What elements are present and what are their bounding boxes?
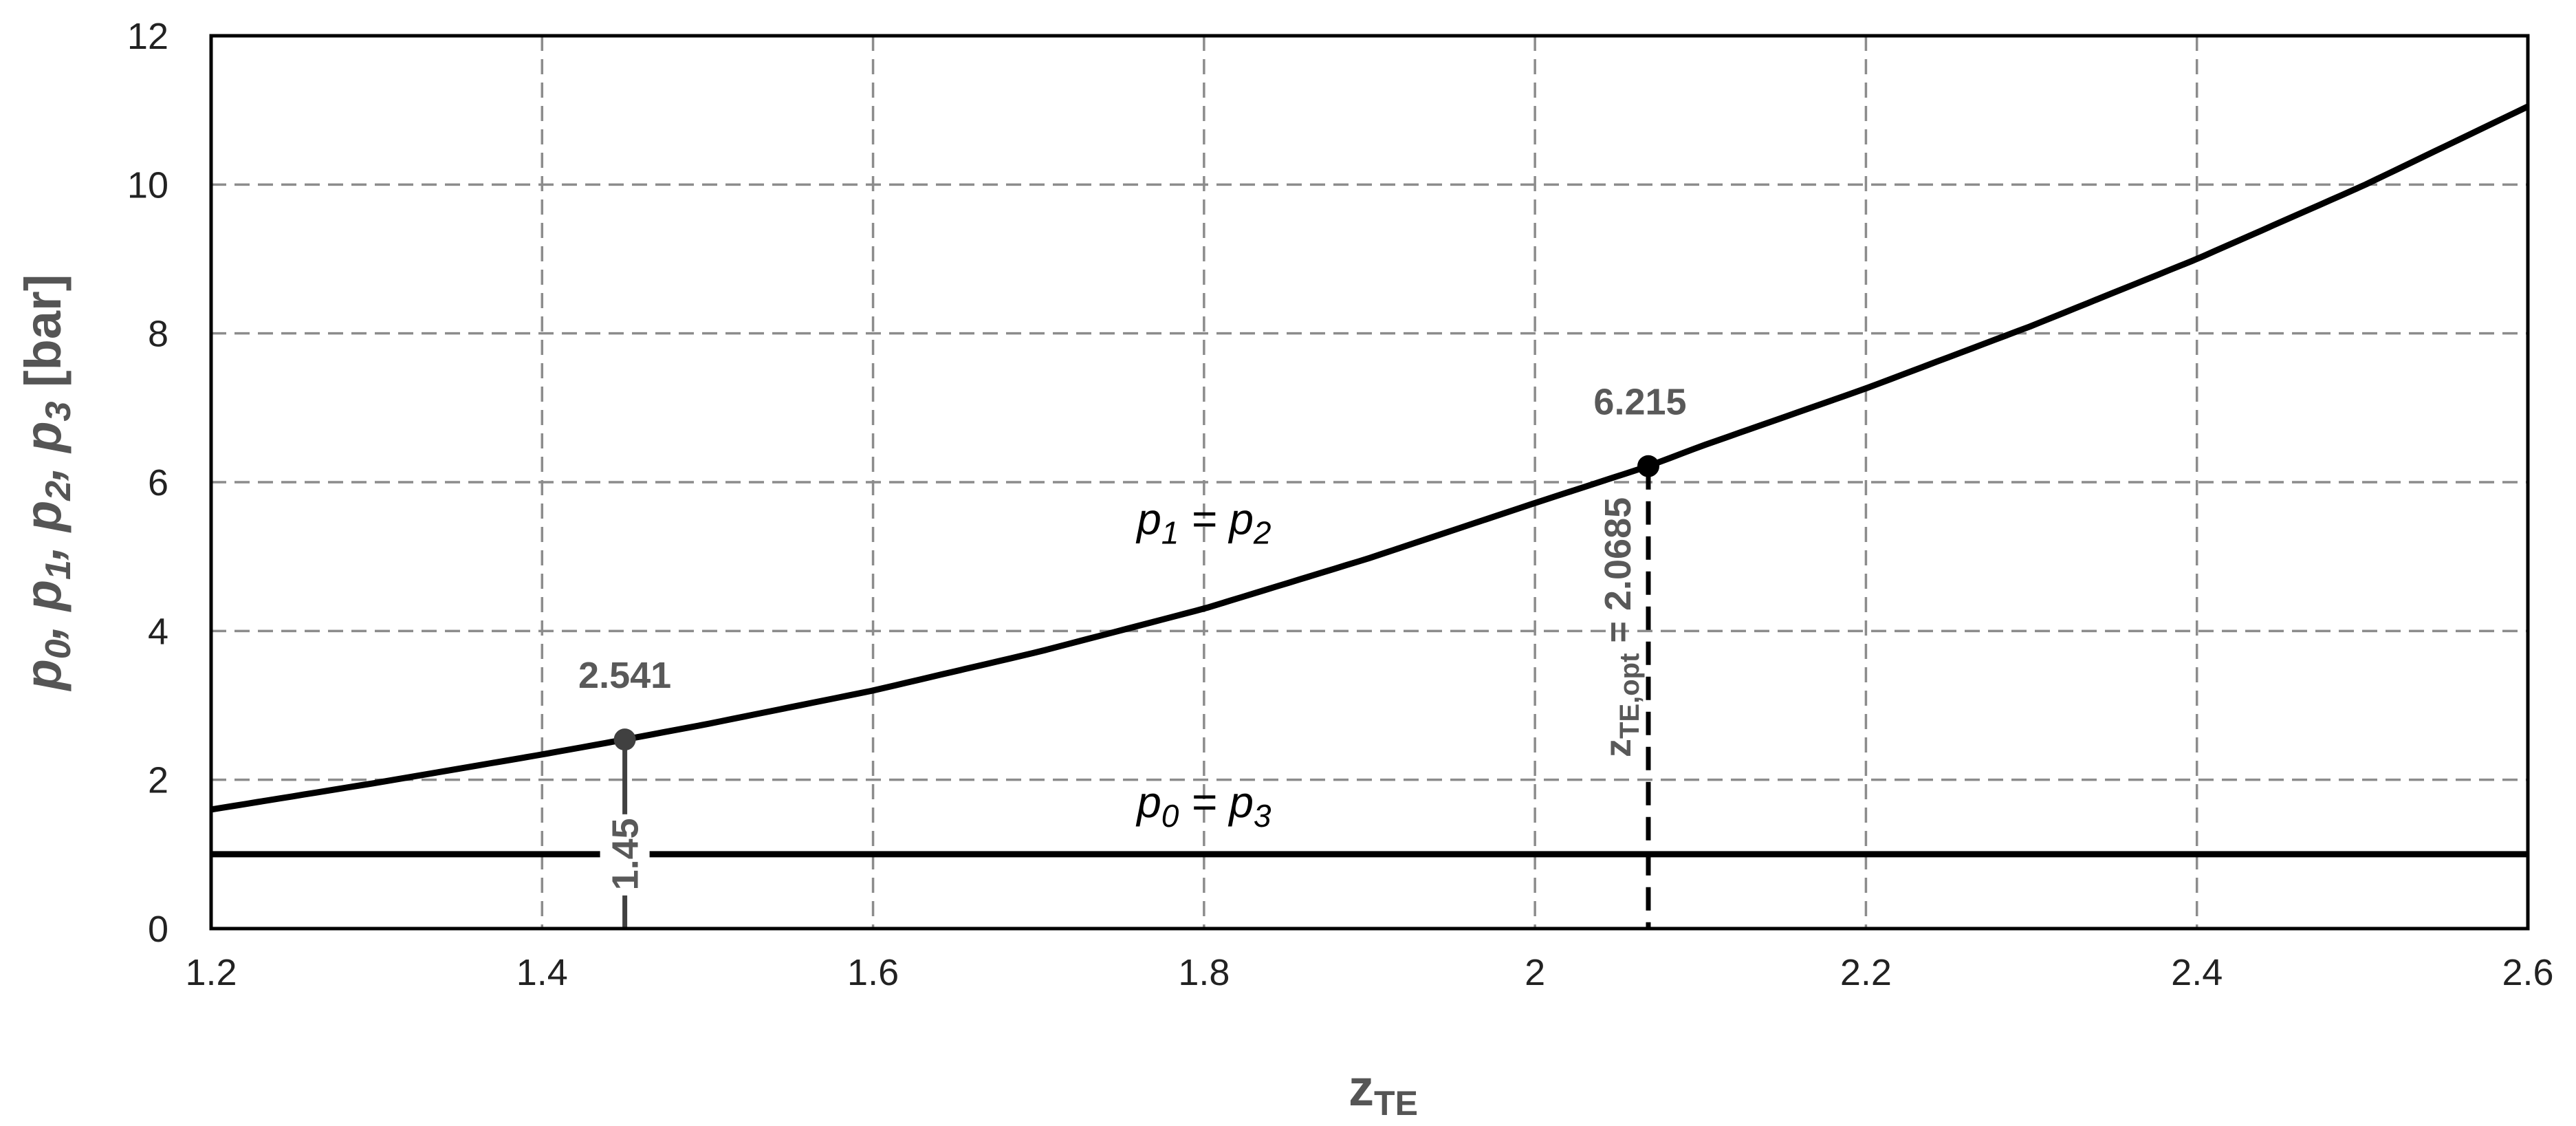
- point-marker-6-215: [1637, 455, 1659, 477]
- x-tick-label: 2.2: [1840, 952, 1892, 993]
- y-tick-label: 8: [148, 314, 168, 355]
- series-p1-p2-line: [210, 103, 2529, 813]
- x-axis-title-sub: TE: [1374, 1084, 1418, 1123]
- y-tick-label: 12: [127, 16, 168, 57]
- annotations: 1.45 2.541 6.215 zTE,opt = 2.0685: [578, 382, 1687, 929]
- drop-label-zte-opt: zTE,opt = 2.0685: [1597, 497, 1645, 757]
- y-tick-label: 6: [148, 462, 168, 504]
- y-axis-title-symbol: p: [14, 659, 72, 691]
- y-axis-title: p0, p1, p2, p3 [bar]: [14, 274, 78, 692]
- x-axis-title: zTE: [1349, 1059, 1418, 1123]
- y-tick-label: 0: [148, 909, 168, 950]
- x-tick-label: 2.4: [2171, 952, 2223, 993]
- y-axis-title-symbol: p: [14, 421, 72, 453]
- drop-label-zte-opt-main: z: [1597, 739, 1639, 757]
- x-tick-label: 2: [1525, 952, 1545, 993]
- y-axis-title-sub: 1: [39, 560, 78, 580]
- drop-label-1-45-bg: [600, 814, 650, 896]
- y-axis-title-unit: [bar]: [14, 274, 72, 387]
- drop-label-zte-opt-value: = 2.0685: [1597, 497, 1639, 653]
- series-layer: [210, 103, 2529, 858]
- y-axis-title-sub: 3: [39, 401, 78, 421]
- x-tick-label: 1.4: [516, 952, 568, 993]
- x-axis-title-main: z: [1349, 1059, 1374, 1116]
- point-label-2-541: 2.541: [578, 655, 671, 696]
- tick-labels: 1.2 1.4 1.6 1.8 2 2.2 2.4 2.6 0 2 4 6 8 10 12: [127, 16, 2554, 993]
- y-axis-title-symbol: p: [14, 501, 72, 533]
- point-marker-2-541: [613, 728, 636, 751]
- x-tick-label: 1.2: [185, 952, 237, 993]
- drop-label-1-45: 1.45: [605, 818, 646, 890]
- point-label-6-215: 6.215: [1593, 382, 1686, 423]
- drop-label-zte-opt-sub: TE,opt: [1615, 653, 1645, 739]
- y-tick-label: 4: [148, 611, 168, 652]
- plot-frame: [209, 34, 2530, 931]
- y-axis-title-sub: 2: [39, 481, 78, 501]
- series-labels: p1 = p2 p0 = p3: [1135, 495, 1271, 834]
- x-tick-label: 1.6: [847, 952, 899, 993]
- y-axis-title-symbol: p: [14, 580, 72, 612]
- y-tick-label: 2: [148, 760, 168, 801]
- grid: [211, 36, 2528, 929]
- y-axis-title-sub: 0: [39, 639, 78, 659]
- series-label-0: p1 = p2: [1135, 495, 1271, 551]
- series-label-1: p0 = p3: [1135, 777, 1271, 834]
- y-tick-label: 10: [127, 164, 168, 206]
- x-tick-label: 2.6: [2502, 952, 2553, 993]
- x-tick-label: 1.8: [1178, 952, 1230, 993]
